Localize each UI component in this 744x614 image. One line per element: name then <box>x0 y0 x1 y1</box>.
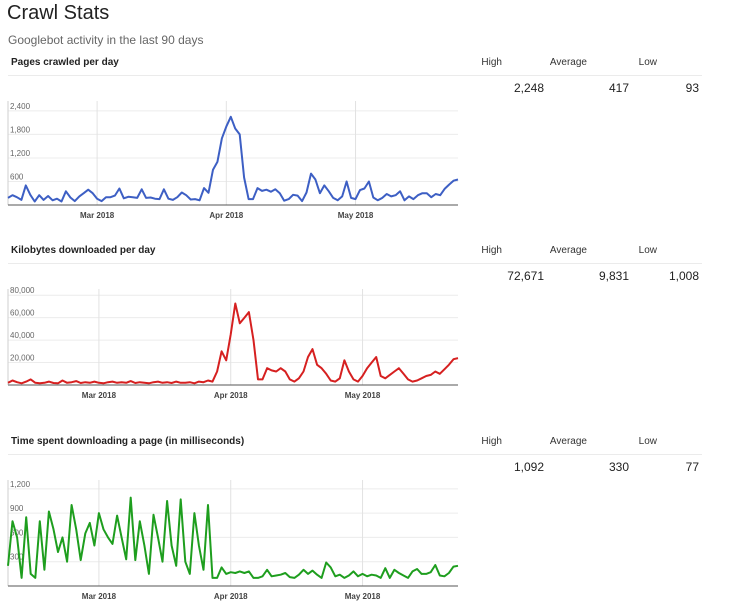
y-tick-label: 80,000 <box>10 286 35 295</box>
y-tick-label: 900 <box>10 504 24 513</box>
x-tick-label: Apr 2018 <box>209 211 243 220</box>
x-tick-label: Mar 2018 <box>82 592 117 601</box>
high-value: 2,248 <box>513 81 544 95</box>
series-line[interactable] <box>7 302 459 385</box>
section-title: Time spent downloading a page (in millis… <box>11 436 245 447</box>
series-line[interactable] <box>7 115 459 203</box>
y-tick-label: 600 <box>10 528 24 537</box>
high-header: High <box>481 57 502 68</box>
average-header: Average <box>549 245 587 256</box>
x-tick-label: May 2018 <box>345 391 381 400</box>
y-tick-label: 40,000 <box>10 331 35 340</box>
kilobytes-downloaded-chart[interactable]: 20,000 40,000 60,000 80,000 Mar 2018 Apr 2018… <box>0 283 470 423</box>
time-downloading-chart[interactable]: 300 600 900 1,200 Mar 2018 Apr 2018 May 2018 <box>0 474 470 614</box>
average-header: Average <box>549 436 587 447</box>
high-value: 1,092 <box>513 460 544 474</box>
low-header: Low <box>638 57 657 68</box>
y-tick-label: 20,000 <box>10 354 35 363</box>
y-tick-label: 300 <box>10 553 24 562</box>
x-tick-label: Apr 2018 <box>214 592 248 601</box>
y-tick-label: 1,200 <box>10 149 31 158</box>
average-header: Average <box>549 57 587 68</box>
low-value: 77 <box>685 460 699 474</box>
x-tick-label: May 2018 <box>345 592 381 601</box>
low-header: Low <box>638 245 657 256</box>
y-tick-label: 1,200 <box>10 480 31 489</box>
high-header: High <box>481 245 502 256</box>
y-tick-label: 2,400 <box>10 102 31 111</box>
high-value: 72,671 <box>507 269 544 283</box>
low-header: Low <box>638 436 657 447</box>
section-time-downloading: Time spent downloading a page (in millis… <box>0 434 744 614</box>
average-value: 9,831 <box>598 269 629 283</box>
pages-crawled-chart[interactable]: 600 1,200 1,800 2,400 Mar 2018 Apr 2018 May 20… <box>0 95 470 225</box>
low-value: 93 <box>685 81 699 95</box>
section-header: Kilobytes downloaded per day High Averag… <box>8 243 702 264</box>
page-title: Crawl Stats <box>7 2 110 24</box>
average-value: 417 <box>608 81 629 95</box>
section-kilobytes-downloaded: Kilobytes downloaded per day High Averag… <box>0 243 744 415</box>
x-tick-label: Apr 2018 <box>214 391 248 400</box>
series-line[interactable] <box>7 496 459 579</box>
y-tick-label: 1,800 <box>10 125 31 134</box>
x-tick-label: Mar 2018 <box>82 391 117 400</box>
x-tick-label: May 2018 <box>338 211 374 220</box>
page-subtitle: Googlebot activity in the last 90 days <box>8 33 204 47</box>
x-tick-label: Mar 2018 <box>80 211 115 220</box>
section-header: Pages crawled per day High Average Low <box>8 55 702 76</box>
section-pages-crawled: Pages crawled per day High Average Low 2… <box>0 55 744 220</box>
low-value: 1,008 <box>668 269 699 283</box>
y-tick-label: 60,000 <box>10 309 35 318</box>
section-title: Pages crawled per day <box>11 57 119 68</box>
high-header: High <box>481 436 502 447</box>
average-value: 330 <box>608 460 629 474</box>
y-tick-label: 600 <box>10 172 24 181</box>
section-title: Kilobytes downloaded per day <box>11 245 156 256</box>
section-header: Time spent downloading a page (in millis… <box>8 434 702 455</box>
